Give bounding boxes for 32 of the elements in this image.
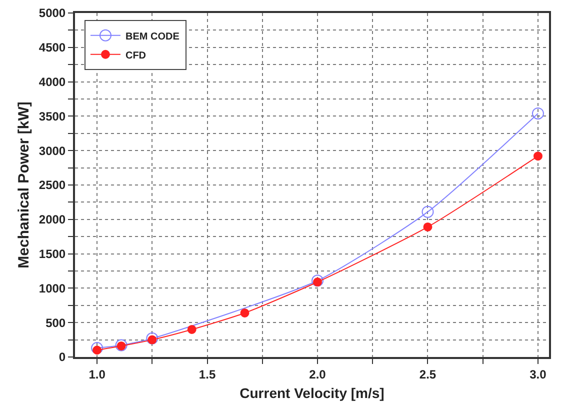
y-tick-label: 1000 [38,281,66,296]
x-tick-label: 3.0 [530,367,547,382]
y-tick-label: 2000 [38,212,66,227]
y-axis-title: Mechanical Power [kW] [16,102,33,268]
point [532,107,544,120]
x-axis-title: Current Velocity [m/s] [240,385,384,402]
y-tick-label: 0 [58,350,66,364]
y-tick-label: 2500 [38,178,66,192]
point [312,274,324,287]
point [148,335,157,344]
point [187,324,196,334]
point [146,332,158,344]
legend-label: BEM CODE [125,31,180,42]
x-tick-label: 1.0 [88,367,106,382]
x-tick-label: 2.5 [419,367,436,382]
point [422,206,434,218]
point [313,278,322,287]
y-tick-label: 3000 [38,144,66,158]
y-tick-label: 3500 [38,109,66,124]
point [91,342,104,354]
y-tick-label: 5000 [38,6,66,20]
y-tick-label: 500 [46,316,66,330]
point [533,152,542,161]
x-tick-label: 2.0 [309,367,326,382]
y-tick-label: 4500 [38,40,66,55]
point [423,222,432,232]
legend-label: CFD [125,50,146,62]
point [92,346,102,355]
x-tick-label: 1.5 [198,367,216,382]
y-tick-label: 1500 [38,247,66,261]
y-tick-label: 4000 [38,75,66,89]
point [240,308,250,318]
